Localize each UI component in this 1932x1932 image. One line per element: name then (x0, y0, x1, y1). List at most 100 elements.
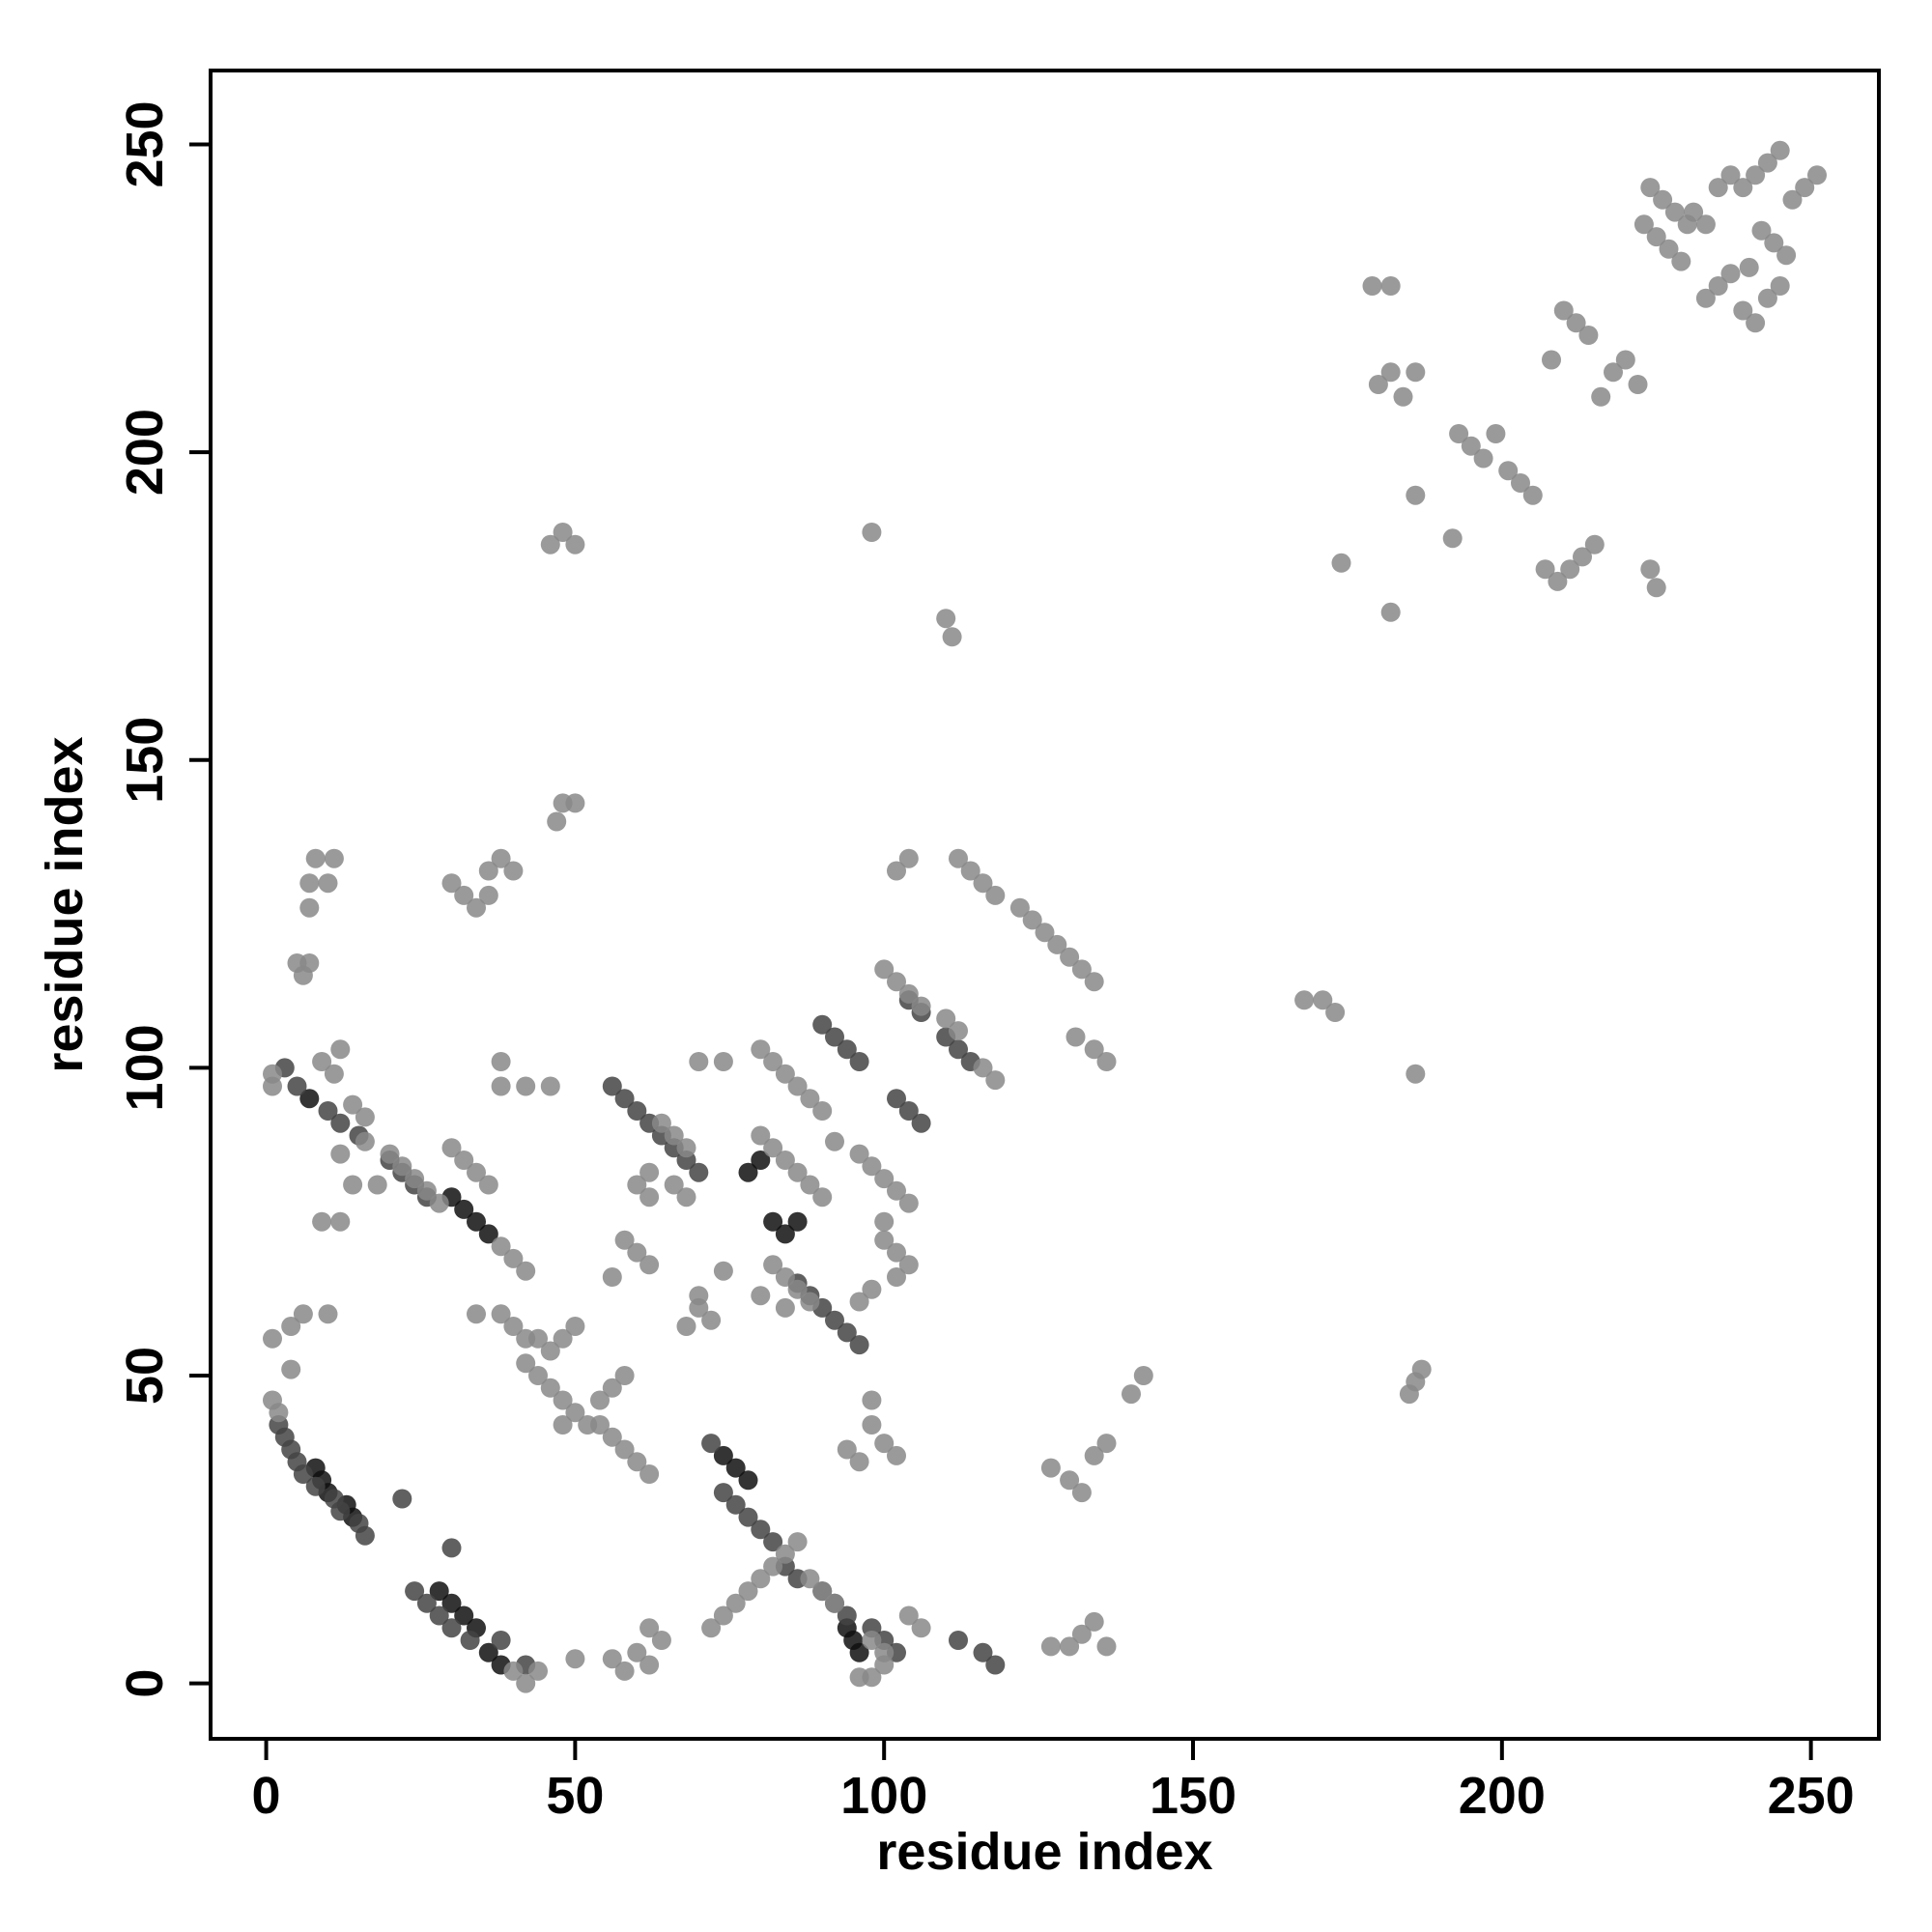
data-point (503, 861, 524, 881)
data-point (985, 1070, 1006, 1091)
data-point (553, 1328, 573, 1349)
data-point (936, 1009, 956, 1029)
data-point (627, 1101, 647, 1121)
data-point (318, 873, 338, 894)
data-point (516, 1673, 536, 1693)
data-point (676, 1187, 696, 1208)
data-point (898, 1193, 919, 1213)
data-point (1807, 165, 1827, 185)
data-point (528, 1328, 548, 1349)
x-tick-label: 250 (1768, 1767, 1855, 1825)
data-point (503, 1661, 524, 1681)
data-point (1009, 897, 1030, 918)
data-point (1634, 214, 1654, 235)
data-point (812, 1101, 833, 1121)
data-point (540, 1341, 560, 1361)
data-point (380, 1144, 400, 1164)
data-point (318, 1304, 338, 1324)
data-point (787, 1532, 808, 1552)
y-axis: 0 50 100 150 200 250 (116, 100, 211, 1698)
data-point (1380, 276, 1401, 296)
data-point (392, 1489, 412, 1509)
data-point (664, 1175, 684, 1195)
data-point (1461, 436, 1481, 456)
data-point (1746, 313, 1766, 333)
data-point (1751, 220, 1772, 241)
data-point (355, 1107, 375, 1127)
data-point (1071, 1483, 1092, 1503)
data-point (1084, 1039, 1104, 1060)
data-point (738, 1507, 758, 1527)
data-point (590, 1390, 610, 1410)
data-point (565, 1317, 585, 1336)
data-point (862, 523, 882, 542)
data-point (911, 996, 931, 1016)
data-point (299, 873, 320, 894)
data-point (942, 627, 962, 647)
data-point (478, 1642, 498, 1662)
data-point (1646, 578, 1666, 598)
data-point (392, 1156, 412, 1177)
data-point (898, 1101, 919, 1121)
data-point (738, 1581, 758, 1602)
data-point (528, 1366, 548, 1385)
data-point (1060, 1470, 1080, 1491)
data-point (701, 1310, 722, 1330)
data-point (849, 1335, 869, 1355)
data-point (441, 873, 462, 894)
data-point (478, 1224, 498, 1244)
data-point (1695, 288, 1716, 308)
data-point (800, 1175, 820, 1195)
data-point (887, 861, 906, 881)
data-point (887, 1089, 906, 1109)
data-point (1449, 424, 1469, 443)
data-point (689, 1286, 709, 1306)
data-point (467, 897, 486, 918)
data-point (416, 1180, 437, 1201)
data-point (1659, 239, 1679, 259)
data-point (1720, 165, 1741, 185)
data-point (1746, 165, 1766, 185)
data-point (1578, 326, 1599, 345)
data-point (1071, 959, 1092, 980)
data-point (1393, 386, 1413, 407)
data-point (1122, 1384, 1141, 1405)
data-point (874, 1230, 895, 1250)
data-point (812, 1581, 833, 1602)
data-point (1646, 227, 1666, 247)
data-point (639, 1464, 660, 1484)
data-point (540, 534, 560, 554)
data-point (651, 1631, 671, 1650)
data-point (763, 1138, 783, 1158)
data-point (1084, 1445, 1104, 1465)
data-point (676, 1138, 696, 1158)
data-point (751, 1569, 771, 1589)
data-point (874, 1211, 895, 1232)
data-point (664, 1125, 684, 1146)
data-point (973, 1058, 993, 1078)
data-point (713, 1261, 733, 1281)
y-tick-label: 100 (116, 1024, 174, 1111)
data-point (787, 1211, 808, 1232)
data-point (343, 1094, 363, 1115)
data-point (1695, 214, 1716, 235)
data-point (1313, 990, 1333, 1010)
data-point (540, 1378, 560, 1398)
data-point (1708, 276, 1728, 296)
data-point (639, 1655, 660, 1675)
data-point (1615, 350, 1635, 370)
data-point (936, 609, 956, 629)
data-point (565, 534, 585, 554)
data-point (738, 1470, 758, 1491)
data-point (1671, 251, 1691, 271)
data-point (441, 1538, 462, 1558)
data-point (1096, 1434, 1117, 1454)
data-point (1566, 313, 1586, 333)
data-point (478, 1175, 498, 1195)
data-point (305, 848, 326, 868)
data-point (701, 1618, 722, 1638)
data-point (1573, 547, 1592, 567)
data-point (355, 1525, 375, 1546)
data-point (1653, 189, 1673, 210)
data-point (787, 1076, 808, 1096)
